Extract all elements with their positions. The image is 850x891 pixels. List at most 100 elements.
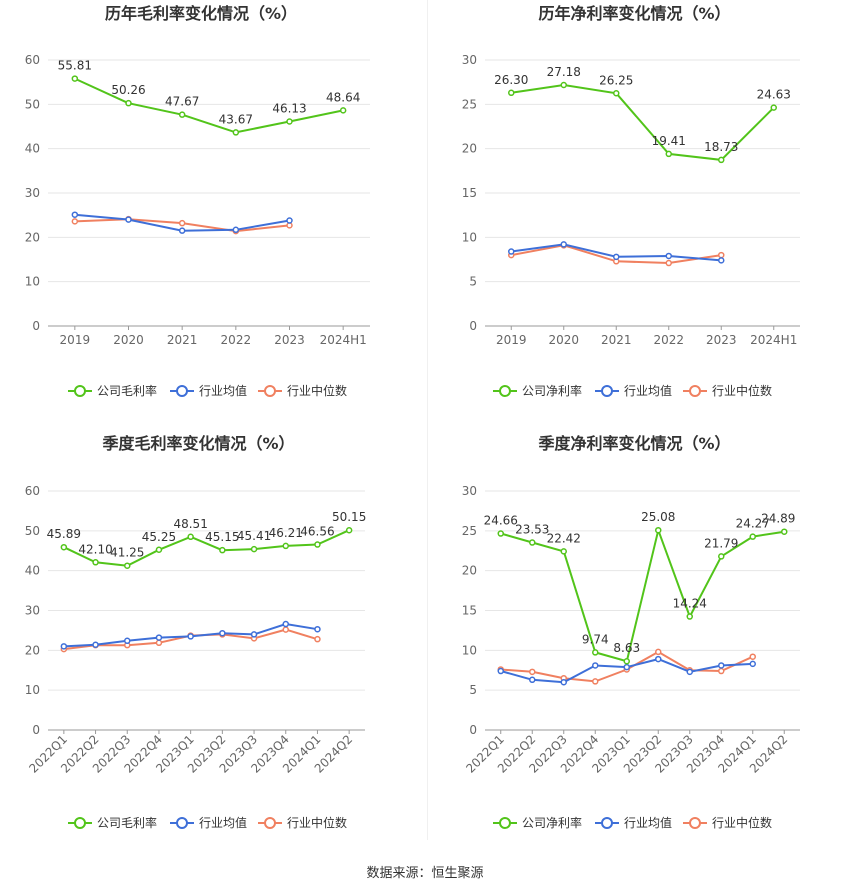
chart-annual-net-margin: 历年净利率变化情况（%） 0 5 10 15 20 25 30 2019 2020 2021 2022… [425, 0, 850, 430]
data-point-company [286, 118, 293, 125]
legend-label: 行业中位数 [287, 815, 347, 830]
y-tick-label: 0 [32, 319, 40, 333]
data-label: 45.25 [142, 530, 176, 544]
legend-label: 行业均值 [624, 383, 672, 398]
data-point-company [219, 546, 226, 554]
data-label: 26.30 [494, 73, 528, 87]
data-point-avg [665, 252, 672, 260]
data-point-company [232, 129, 240, 136]
x-tick-label: 2022 [221, 333, 252, 347]
chart-title: 历年净利率变化情况（%） [538, 4, 730, 23]
data-point-company [92, 559, 99, 566]
y-tick-label: 20 [25, 643, 40, 657]
data-label: 41.25 [110, 546, 144, 560]
data-point-median [655, 648, 662, 656]
legend-swatch-marker [264, 817, 276, 829]
data-point-company [314, 541, 321, 548]
x-tick-label: 2022 [653, 333, 684, 347]
data-point-company [187, 533, 194, 541]
data-point-company [71, 75, 79, 82]
legend-label: 行业中位数 [712, 383, 772, 398]
x-tick-label: 2021 [167, 333, 198, 347]
y-tick-label: 50 [25, 524, 40, 538]
data-label: 50.26 [111, 83, 145, 97]
data-label: 45.15 [205, 530, 239, 544]
data-label: 47.67 [165, 95, 199, 109]
data-point-avg [125, 216, 132, 223]
legend-item-median: 行业中位数 [258, 383, 347, 398]
data-point-company [686, 613, 693, 620]
data-label: 43.67 [219, 112, 253, 126]
data-label: 9.74 [582, 632, 609, 646]
data-point-avg [560, 241, 567, 248]
legend-swatch-marker [601, 817, 613, 829]
y-tick-label: 25 [462, 97, 477, 111]
chart-quarterly-gross-margin: 季度毛利率变化情况（%） 0 10 20 30 40 50 60 2022Q1 2022Q2 202… [0, 430, 425, 860]
data-label: 50.15 [332, 510, 366, 524]
data-point-median [749, 653, 756, 660]
y-tick-label: 40 [25, 142, 40, 156]
data-point-company [508, 89, 515, 97]
y-tick-label: 20 [462, 142, 477, 156]
chart-title: 历年毛利率变化情况（%） [105, 4, 297, 23]
data-point-company [749, 533, 756, 540]
legend-item-company: 公司毛利率 [68, 383, 157, 398]
data-label: 18.73 [704, 140, 738, 154]
data-point-company [718, 553, 725, 560]
y-tick-label: 0 [469, 723, 477, 737]
data-label: 48.64 [326, 90, 360, 104]
x-tick-label: 2019 [496, 333, 527, 347]
x-tick-label: 2023 [274, 333, 305, 347]
legend-item-median: 行业中位数 [683, 383, 772, 398]
data-point-company [497, 530, 504, 537]
legend-item-avg: 行业均值 [170, 383, 247, 398]
data-label: 24.63 [757, 88, 791, 102]
data-label: 27.18 [547, 65, 581, 79]
data-point-median [665, 259, 672, 267]
legend-label: 公司净利率 [522, 815, 582, 830]
data-source-note: 数据来源：恒生聚源 [366, 866, 484, 881]
chart-title: 季度毛利率变化情况（%） [101, 434, 294, 453]
data-point-company [781, 528, 788, 535]
legend-label: 行业均值 [624, 815, 672, 830]
legend-item-company: 公司净利率 [493, 383, 582, 398]
data-point-avg [718, 257, 725, 264]
y-tick-label: 30 [25, 604, 40, 618]
data-point-company [613, 90, 620, 97]
chart-title: 季度净利率变化情况（%） [537, 434, 730, 453]
data-point-company [623, 657, 630, 665]
legend-item-avg: 行业均值 [170, 815, 247, 830]
x-tick-label: 2021 [601, 333, 632, 347]
data-point-median [314, 635, 321, 643]
legend-label: 公司毛利率 [97, 815, 157, 830]
data-label: 22.42 [547, 531, 581, 545]
panel-divider [427, 0, 428, 840]
data-point-median [529, 668, 536, 676]
y-tick-label: 5 [469, 683, 477, 697]
chart-quarterly-net-margin: 季度净利率变化情况（%） 0 5 10 15 20 25 30 2022Q1 2022Q2 2022… [425, 430, 850, 860]
legend-swatch-marker [74, 385, 86, 397]
series-line-company [63, 529, 350, 567]
data-point-avg [314, 625, 321, 633]
legend-item-company: 公司毛利率 [68, 815, 157, 830]
x-tick-label: 2019 [60, 333, 91, 347]
data-point-company [560, 548, 567, 555]
y-tick-label: 25 [462, 524, 477, 538]
y-tick-label: 20 [25, 230, 40, 244]
legend-label: 行业中位数 [287, 383, 347, 398]
data-point-median [282, 626, 289, 633]
data-point-avg [155, 634, 163, 641]
data-label: 46.56 [300, 525, 334, 539]
y-tick-label: 30 [462, 484, 477, 498]
data-point-company [124, 562, 131, 569]
y-tick-label: 20 [462, 564, 477, 578]
data-point-avg [232, 226, 240, 234]
data-label: 24.89 [761, 512, 795, 526]
chart-quarterly-net-margin-svg: 季度净利率变化情况（%）0510152025302022Q12022Q22022… [462, 434, 800, 830]
y-tick-label: 15 [462, 604, 477, 618]
y-tick-label: 0 [469, 319, 477, 333]
data-point-avg [749, 660, 756, 668]
data-point-company [345, 526, 353, 534]
data-label: 21.79 [704, 536, 738, 550]
data-point-median [718, 251, 725, 259]
